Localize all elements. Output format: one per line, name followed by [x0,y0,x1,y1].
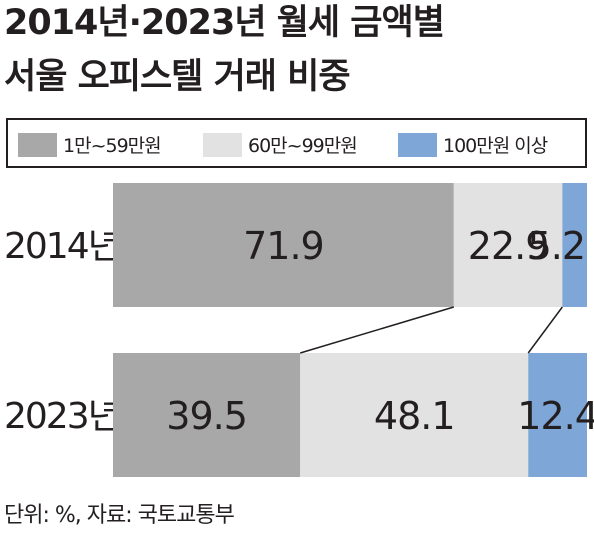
source-note: 단위: %, 자료: 국토교통부 [4,503,235,528]
connector-line-2 [527,306,563,354]
value-label-mid-1: 48.1 [374,394,455,438]
legend-swatch-high [398,132,437,157]
chart-title-line-2: 서울 오피스텔 거래 비중 [4,57,351,97]
legend-label-high: 100만원 이상 [443,135,548,157]
legend-swatch-mid [203,132,242,157]
bar-segment-low-1 [113,353,301,477]
legend-swatch-low [18,132,57,157]
category-label-2023: 2023년 [4,396,119,437]
value-label-mid-0: 22.9 [468,224,549,268]
connector-line-1 [300,306,455,354]
chart-title-line-1: 2014년·2023년 월세 금액별 [4,3,445,43]
category-label-2014: 2014년 [4,226,119,267]
bar-segment-high-1 [528,353,587,477]
value-label-low-1: 39.5 [166,394,247,438]
legend-item-mid: 60만~99만원 [203,131,358,158]
bar-segment-low-0 [113,183,454,307]
legend: 1만~59만원 60만~99만원 100만원 이상 [6,118,587,168]
bar-segment-mid-1 [300,353,529,477]
bar-segment-high-0 [562,183,587,307]
legend-label-low: 1만~59만원 [63,135,162,157]
legend-item-low: 1만~59만원 [18,131,162,158]
legend-label-mid: 60만~99만원 [248,135,358,157]
bar-segment-mid-0 [453,183,563,307]
value-label-high-0: 5.2 [528,224,585,268]
legend-item-high: 100만원 이상 [398,131,548,158]
value-label-low-0: 71.9 [243,224,324,268]
value-label-high-1: 12.4 [517,394,594,438]
